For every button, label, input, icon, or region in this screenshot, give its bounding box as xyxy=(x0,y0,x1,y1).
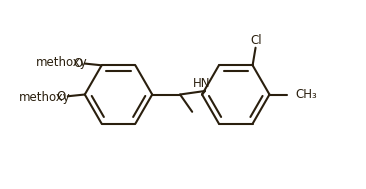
Text: methoxy: methoxy xyxy=(36,56,88,69)
Text: CH₃: CH₃ xyxy=(296,88,318,101)
Text: Cl: Cl xyxy=(250,34,262,47)
Text: O: O xyxy=(74,57,83,70)
Text: HN: HN xyxy=(193,77,211,90)
Text: O: O xyxy=(57,90,66,103)
Text: methoxy: methoxy xyxy=(19,91,71,104)
